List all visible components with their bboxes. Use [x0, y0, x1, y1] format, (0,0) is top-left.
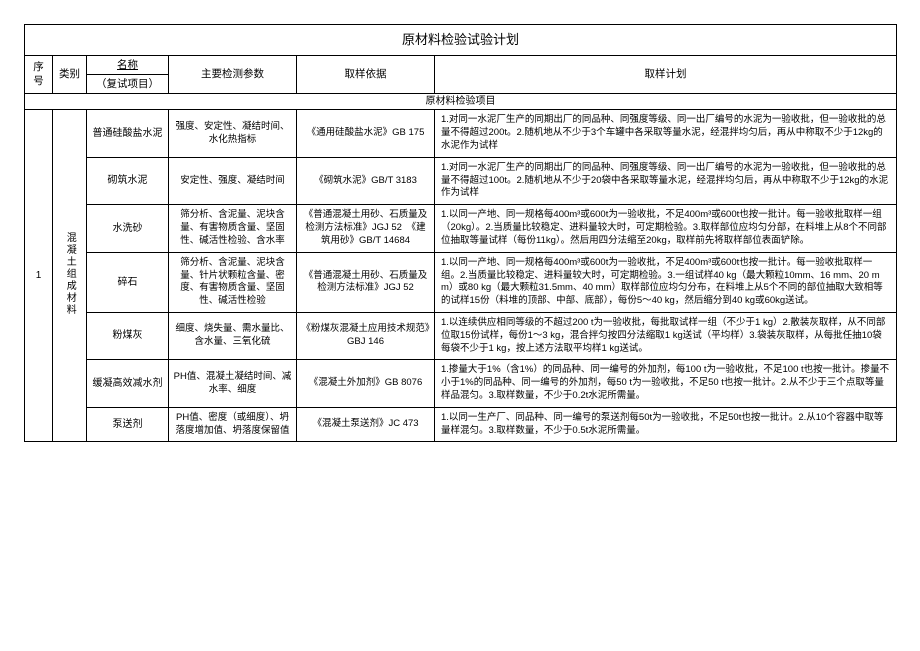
col-name-top: 名称: [87, 55, 169, 74]
table-row: 粉煤灰 细度、烧失量、需水量比、含水量、三氧化硫 《粉煤灰混凝土应用技术规范》G…: [25, 312, 897, 359]
param-cell: PH值、混凝土凝结时间、减水率、细度: [169, 360, 297, 407]
col-basis: 取样依据: [297, 55, 435, 93]
name-cell: 泵送剂: [87, 407, 169, 442]
plan-cell: 1.以同一产地、同一规格每400m³或600t为一验收批，不足400m³或600…: [435, 252, 897, 312]
basis-cell: 《粉煤灰混凝土应用技术规范》GBJ 146: [297, 312, 435, 359]
section-header-row: 原材料检验项目: [25, 93, 897, 110]
cat-text: 混凝土组成材料: [63, 232, 77, 316]
table-title: 原材料检验试验计划: [25, 25, 897, 56]
col-seq: 序号: [25, 55, 53, 93]
table-title-row: 原材料检验试验计划: [25, 25, 897, 56]
table-row: 水洗砂 筛分析、含泥量、泥块含量、有害物质含量、坚固性、碱活性检验、含水率 《普…: [25, 205, 897, 252]
basis-cell: 《混凝土外加剂》GB 8076: [297, 360, 435, 407]
basis-cell: 《普通混凝土用砂、石质量及检测方法标准》JGJ 52: [297, 252, 435, 312]
table-row: 泵送剂 PH值、密度（或细度）、坍落度增加值、坍落度保留值 《混凝土泵送剂》JC…: [25, 407, 897, 442]
param-cell: 安定性、强度、凝结时间: [169, 157, 297, 204]
inspection-plan-sheet: 原材料检验试验计划 序号 类别 名称 主要检测参数 取样依据 取样计划 （复试项…: [24, 24, 896, 442]
param-cell: 筛分析、含泥量、泥块含量、针片状颗粒含量、密度、有害物质含量、坚固性、碱活性检验: [169, 252, 297, 312]
col-cat: 类别: [53, 55, 87, 93]
inspection-table: 原材料检验试验计划 序号 类别 名称 主要检测参数 取样依据 取样计划 （复试项…: [24, 24, 897, 442]
section-header: 原材料检验项目: [25, 93, 897, 110]
col-plan: 取样计划: [435, 55, 897, 93]
col-param: 主要检测参数: [169, 55, 297, 93]
table-row: 砌筑水泥 安定性、强度、凝结时间 《砌筑水泥》GB/T 3183 1.对同一水泥…: [25, 157, 897, 204]
param-cell: 强度、安定性、凝结时间、水化热指标: [169, 110, 297, 157]
param-cell: 筛分析、含泥量、泥块含量、有害物质含量、坚固性、碱活性检验、含水率: [169, 205, 297, 252]
basis-cell: 《通用硅酸盐水泥》GB 175: [297, 110, 435, 157]
plan-cell: 1.掺量大于1%（含1%）的同品种、同一编号的外加剂，每100 t为一验收批，不…: [435, 360, 897, 407]
cat-cell: 混凝土组成材料: [53, 110, 87, 442]
name-cell: 缓凝高效减水剂: [87, 360, 169, 407]
plan-cell: 1.对同一水泥厂生产的同期出厂的同品种、同强度等级、同一出厂编号的水泥为一验收批…: [435, 157, 897, 204]
seq-cell: 1: [25, 110, 53, 442]
table-row: 1 混凝土组成材料 普通硅酸盐水泥 强度、安定性、凝结时间、水化热指标 《通用硅…: [25, 110, 897, 157]
table-row: 缓凝高效减水剂 PH值、混凝土凝结时间、减水率、细度 《混凝土外加剂》GB 80…: [25, 360, 897, 407]
name-cell: 砌筑水泥: [87, 157, 169, 204]
basis-cell: 《混凝土泵送剂》JC 473: [297, 407, 435, 442]
col-name-bot: （复试项目）: [87, 74, 169, 93]
plan-cell: 1.以连续供应相同等级的不超过200 t为一验收批，每批取试样一组（不少于1 k…: [435, 312, 897, 359]
basis-cell: 《普通混凝土用砂、石质量及检测方法标准》JGJ 52 《建筑用砂》GB/T 14…: [297, 205, 435, 252]
plan-cell: 1.以同一生产厂、同品种、同一编号的泵送剂每50t为一验收批，不足50t也按一批…: [435, 407, 897, 442]
name-cell: 水洗砂: [87, 205, 169, 252]
table-header-row: 序号 类别 名称 主要检测参数 取样依据 取样计划: [25, 55, 897, 74]
name-cell: 粉煤灰: [87, 312, 169, 359]
param-cell: 细度、烧失量、需水量比、含水量、三氧化硫: [169, 312, 297, 359]
basis-cell: 《砌筑水泥》GB/T 3183: [297, 157, 435, 204]
plan-cell: 1.对同一水泥厂生产的同期出厂的同品种、同强度等级、同一出厂编号的水泥为一验收批…: [435, 110, 897, 157]
name-cell: 普通硅酸盐水泥: [87, 110, 169, 157]
plan-cell: 1.以同一产地、同一规格每400m³或600t为一验收批，不足400m³或600…: [435, 205, 897, 252]
name-cell: 碎石: [87, 252, 169, 312]
table-row: 碎石 筛分析、含泥量、泥块含量、针片状颗粒含量、密度、有害物质含量、坚固性、碱活…: [25, 252, 897, 312]
param-cell: PH值、密度（或细度）、坍落度增加值、坍落度保留值: [169, 407, 297, 442]
